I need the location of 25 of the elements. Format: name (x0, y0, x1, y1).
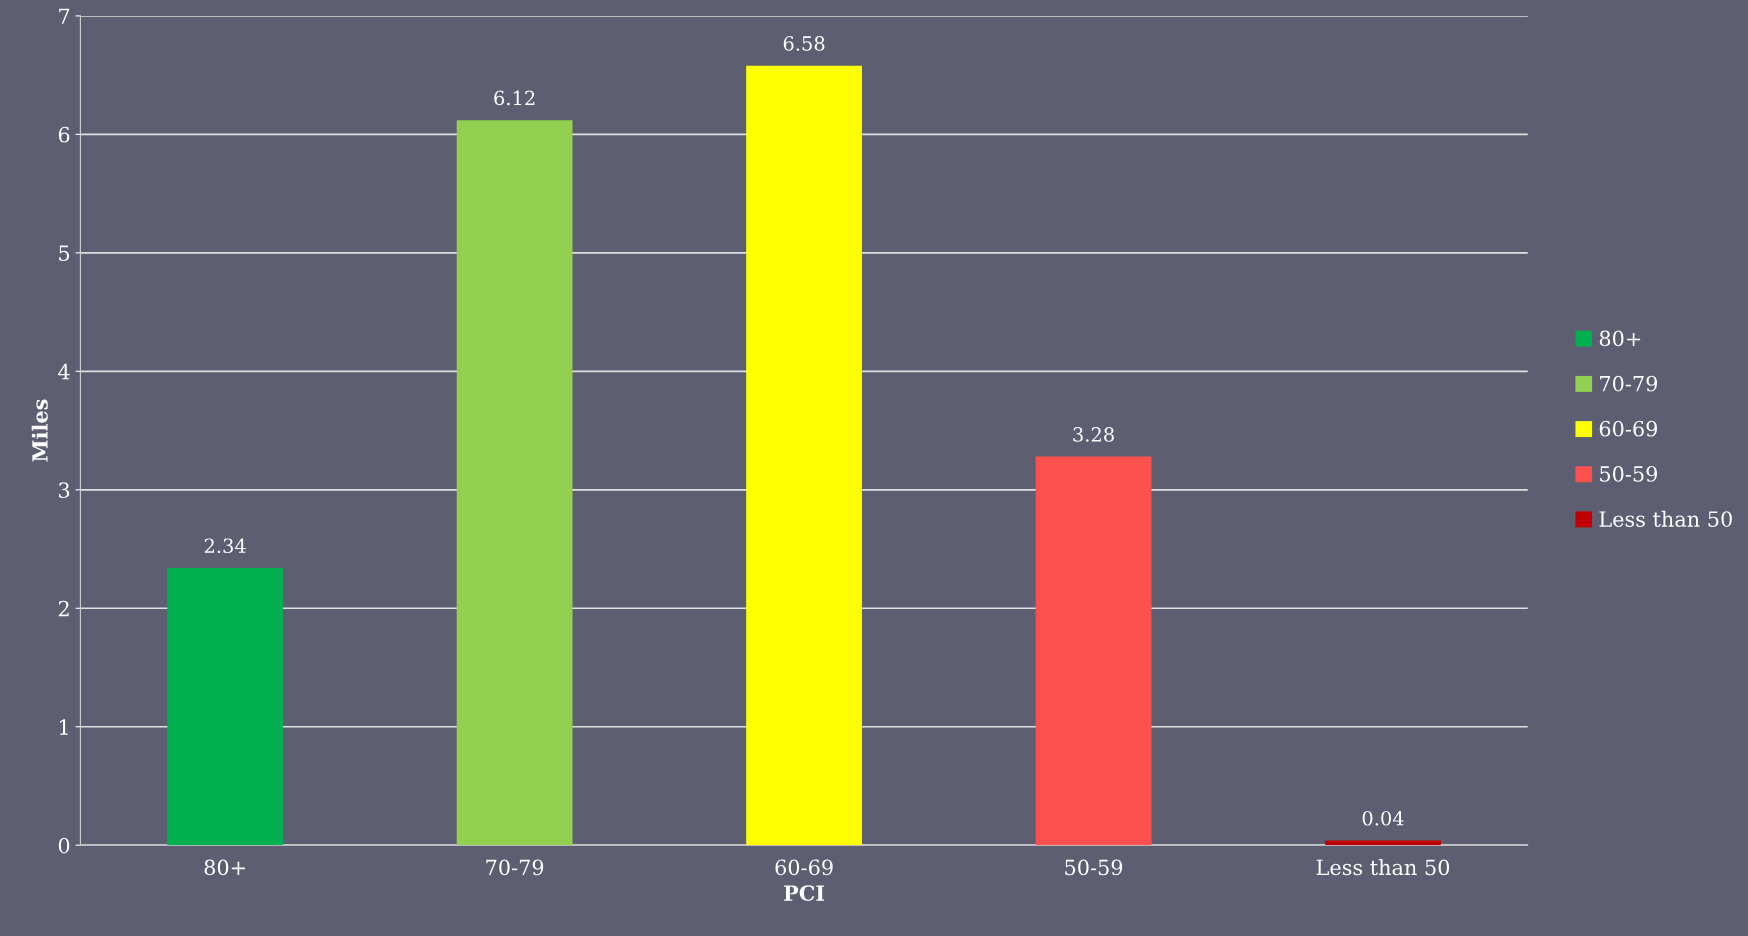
x-tick-label: 60-69 (775, 859, 833, 876)
y-tick-label: 3 (59, 482, 70, 499)
data-label: 6.12 (494, 90, 535, 106)
y-tick-label: 4 (58, 363, 70, 380)
legend-label: Less than 50 (1599, 510, 1732, 527)
y-tick-label: 5 (59, 245, 70, 262)
legend-label: 50-59 (1600, 466, 1658, 482)
y-tick-label: 1 (59, 719, 68, 735)
x-tick-label: 50-59 (1065, 859, 1123, 876)
legend-label: 70-79 (1600, 375, 1658, 392)
data-label: 2.34 (204, 538, 246, 554)
legend-label: 80+ (1599, 330, 1641, 347)
data-label: 0.04 (1362, 810, 1404, 826)
legend-label: 60-69 (1599, 420, 1658, 437)
x-tick-label: 80+ (204, 859, 245, 876)
y-tick-label: 7 (59, 8, 70, 24)
data-label: 3.28 (1073, 427, 1114, 442)
data-label: 6.58 (783, 36, 825, 51)
y-tick-label: 0 (58, 837, 70, 854)
y-axis-title: Miles (31, 399, 48, 462)
x-tick-label: 70-79 (486, 859, 544, 876)
x-tick-label: Less than 50 (1316, 859, 1450, 876)
x-axis-title: PCI (784, 885, 825, 901)
y-tick-label: 2 (58, 600, 69, 617)
y-tick-label: 6 (58, 126, 70, 143)
